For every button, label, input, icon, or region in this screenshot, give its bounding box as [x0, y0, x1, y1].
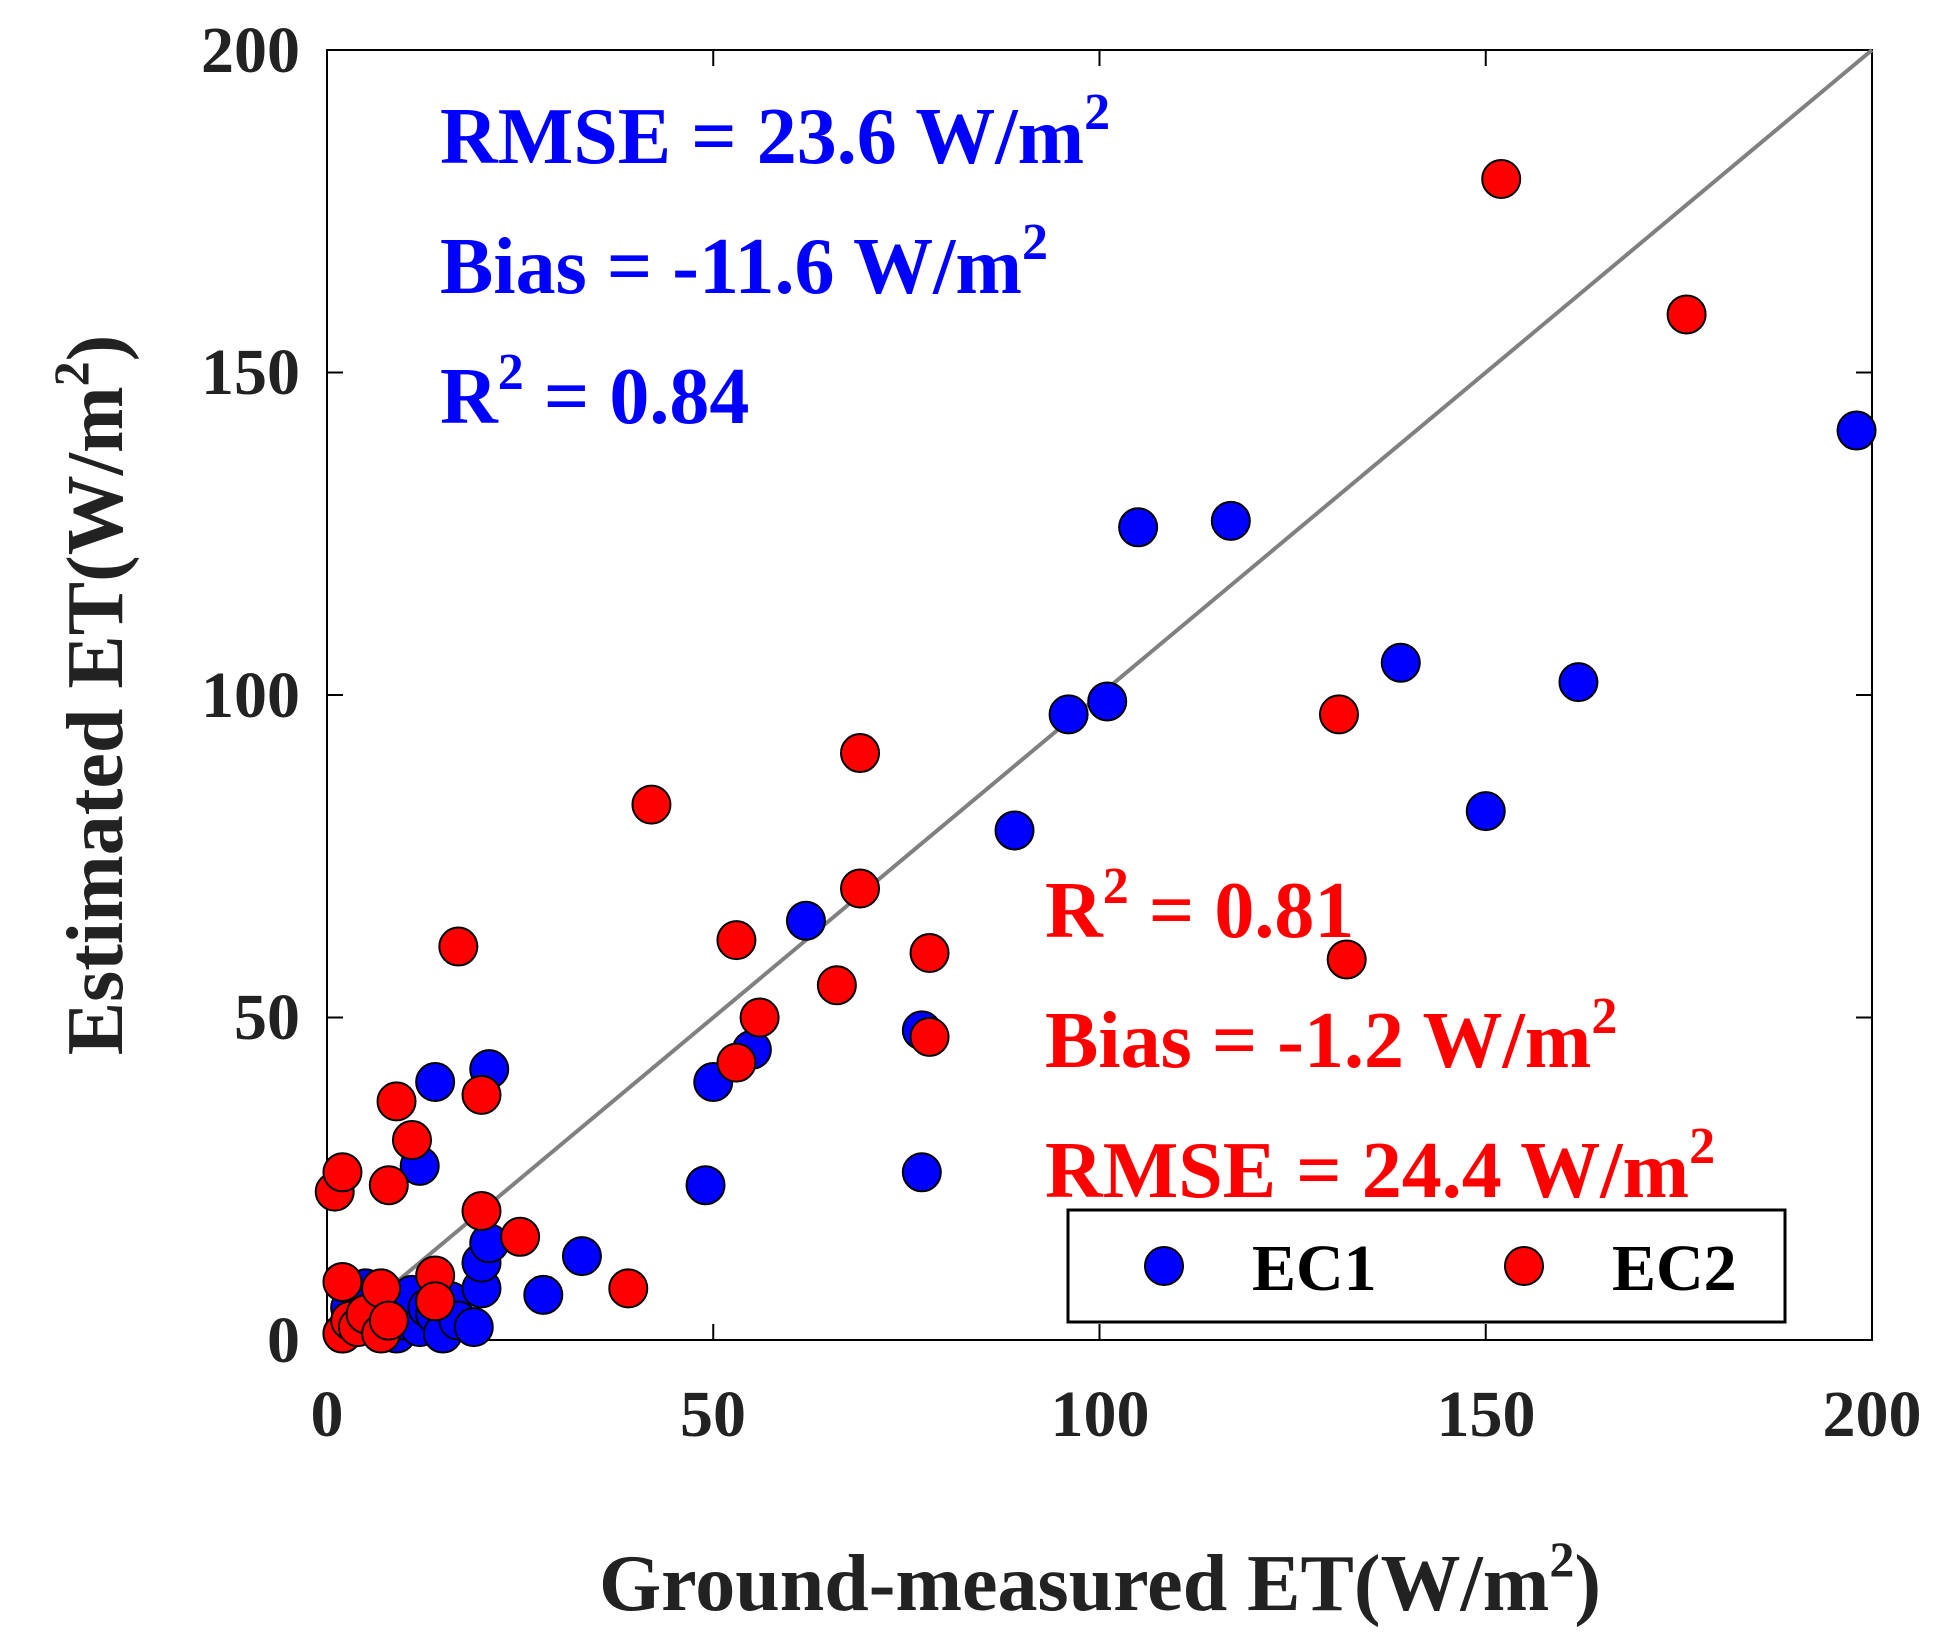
- data-point-ec1: [994, 810, 1035, 851]
- ec2-r2-pre: R: [1045, 867, 1104, 955]
- legend: EC1 EC2: [1066, 1208, 1787, 1324]
- data-point-ec1: [415, 1062, 456, 1102]
- x-axis-title: Ground-measured ET(W/m2): [599, 1531, 1601, 1628]
- data-point-ec2: [415, 1281, 456, 1322]
- data-point-ec2: [1326, 939, 1367, 980]
- x-tick-label: 150: [1437, 1378, 1536, 1451]
- data-point-ec2: [461, 1191, 502, 1231]
- ec1-r2-annotation: R2 = 0.84: [440, 344, 749, 441]
- data-point-ec2: [368, 1300, 409, 1341]
- ec1-r2-pre: R: [440, 353, 499, 441]
- x-tick-label: 100: [1051, 1378, 1150, 1451]
- data-point-ec1: [1558, 662, 1599, 703]
- y-axis-title: Estimated ET(W/m2): [43, 335, 140, 1056]
- data-point-ec1: [453, 1307, 494, 1348]
- data-point-ec2: [716, 920, 757, 961]
- ec1-rmse-annotation: RMSE = 23.6 W/m2: [440, 84, 1110, 181]
- legend-box: [1066, 1208, 1787, 1324]
- ec1-bias-sup: 2: [1022, 214, 1048, 271]
- data-point-ec2: [716, 1042, 757, 1083]
- data-point-ec2: [909, 1016, 950, 1057]
- x-axis-title-sup: 2: [1549, 1531, 1574, 1587]
- x-axis-title-main: Ground-measured ET(W/m: [599, 1540, 1549, 1628]
- ec1-r2-post: = 0.84: [524, 353, 750, 441]
- data-point-ec2: [322, 1152, 363, 1193]
- data-point-ec2: [840, 868, 881, 909]
- y-tick-label: 0: [267, 1304, 300, 1377]
- ec1-r2-sup: 2: [498, 344, 524, 401]
- data-point-ec2: [631, 784, 672, 825]
- ec2-r2-annotation: R2 = 0.81: [1045, 858, 1354, 955]
- ec2-bias-annotation: Bias = -1.2 W/m2: [1045, 988, 1617, 1085]
- data-point-ec2: [438, 926, 479, 967]
- data-point-ec2: [1318, 694, 1359, 735]
- ec2-rmse-annotation: RMSE = 24.4 W/m2: [1045, 1118, 1715, 1215]
- data-point-ec1: [561, 1236, 602, 1277]
- data-point-ec2: [368, 1165, 409, 1206]
- data-point-ec2: [816, 965, 857, 1006]
- y-tick-label: 50: [234, 981, 300, 1054]
- data-point-ec2: [840, 733, 881, 774]
- x-axis-title-end: ): [1574, 1540, 1601, 1628]
- ec1-bias-text: Bias = -11.6 W/m: [440, 223, 1022, 311]
- series-ec2: [314, 159, 1707, 1354]
- data-point-ec1: [1465, 791, 1506, 832]
- data-point-ec2: [391, 1120, 432, 1161]
- data-point-ec1: [1118, 507, 1159, 548]
- y-tick-labels: 0 50 100 150 200: [201, 14, 300, 1377]
- x-tick-label: 50: [680, 1378, 746, 1451]
- data-point-ec2: [1481, 159, 1522, 199]
- data-point-ec1: [1210, 500, 1251, 541]
- legend-marker-ec2: [1504, 1246, 1544, 1286]
- y-tick-label: 150: [201, 336, 300, 409]
- data-point-ec1: [901, 1152, 942, 1193]
- y-axis-title-end: ): [52, 335, 140, 362]
- y-tick-label: 200: [201, 14, 300, 87]
- data-point-ec1: [1087, 681, 1128, 722]
- ec2-bias-sup: 2: [1591, 988, 1617, 1045]
- legend-label-ec2: EC2: [1612, 1232, 1737, 1305]
- data-point-ec1: [523, 1274, 564, 1315]
- x-tick-labels: 0 50 100 150 200: [311, 1378, 1922, 1451]
- data-point-ec1: [1836, 410, 1877, 451]
- data-point-ec2: [909, 933, 950, 973]
- ec2-rmse-sup: 2: [1689, 1118, 1715, 1175]
- data-point-ec1: [785, 900, 826, 941]
- data-point-ec1: [1380, 642, 1421, 683]
- x-tick-label: 0: [311, 1378, 344, 1451]
- y-axis-title-main: Estimated ET(W/m: [52, 386, 140, 1055]
- legend-marker-ec1: [1144, 1246, 1184, 1286]
- data-point-ec2: [739, 997, 780, 1038]
- data-point-ec2: [500, 1216, 541, 1257]
- ec2-r2-sup: 2: [1103, 858, 1129, 915]
- data-point-ec1: [685, 1165, 726, 1206]
- ec2-rmse-text: RMSE = 24.4 W/m: [1045, 1127, 1689, 1215]
- y-tick-label: 100: [201, 659, 300, 732]
- data-point-ec2: [1666, 294, 1707, 335]
- ec1-bias-annotation: Bias = -11.6 W/m2: [440, 214, 1048, 311]
- legend-label-ec1: EC1: [1252, 1232, 1377, 1305]
- x-tick-label: 200: [1823, 1378, 1922, 1451]
- data-point-ec2: [376, 1081, 417, 1122]
- ec1-rmse-sup: 2: [1084, 84, 1110, 141]
- ec2-r2-post: = 0.81: [1129, 867, 1355, 955]
- data-point-ec2: [608, 1268, 649, 1309]
- data-point-ec2: [322, 1261, 363, 1302]
- ec1-rmse-text: RMSE = 23.6 W/m: [440, 93, 1084, 181]
- data-point-ec1: [1048, 694, 1089, 735]
- ec2-bias-text: Bias = -1.2 W/m: [1045, 997, 1591, 1085]
- y-axis-title-sup: 2: [43, 361, 99, 386]
- data-point-ec2: [461, 1074, 502, 1115]
